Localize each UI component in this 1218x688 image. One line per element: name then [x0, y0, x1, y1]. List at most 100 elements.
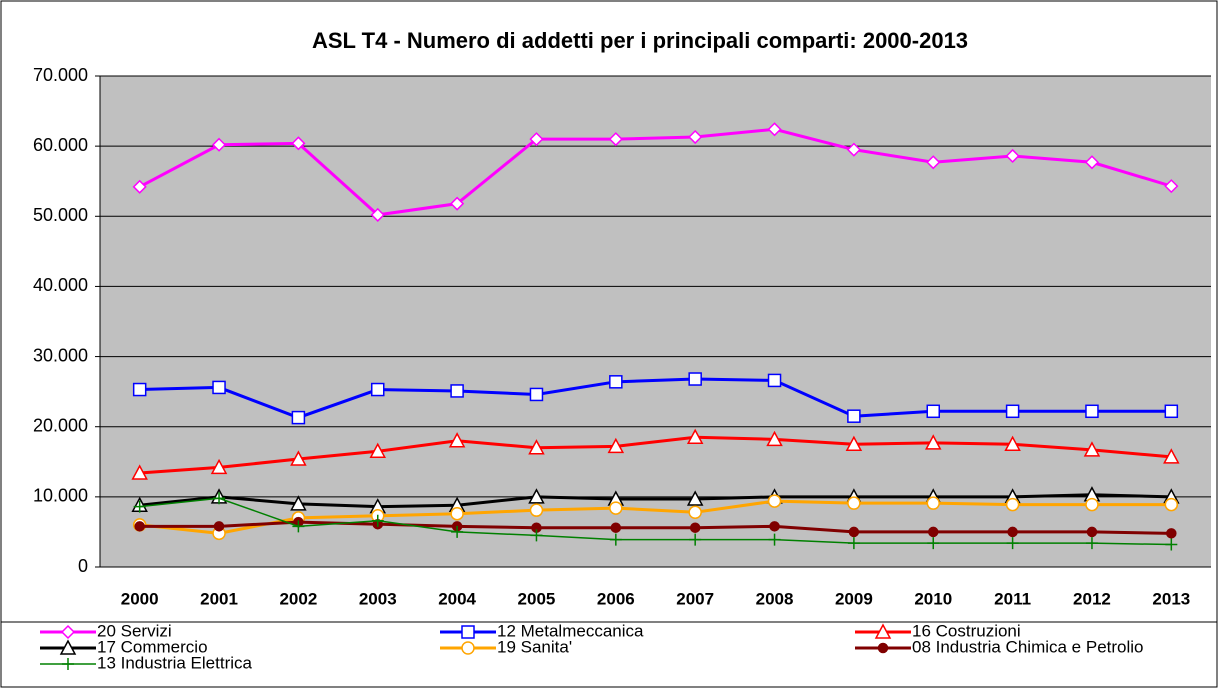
marker: [461, 641, 475, 655]
marker: [291, 136, 306, 151]
legend-label: 12 Metalmeccanica: [497, 621, 644, 640]
y-tick-label: 40.000: [33, 275, 88, 295]
marker: [689, 522, 701, 533]
marker: [1085, 497, 1099, 512]
marker: [291, 410, 306, 425]
marker: [767, 122, 782, 137]
marker: [927, 537, 940, 550]
marker: [767, 494, 782, 508]
marker: [290, 495, 307, 511]
series-line: [139, 520, 1172, 535]
marker: [1165, 538, 1178, 551]
marker: [213, 492, 226, 505]
marker: [134, 521, 145, 532]
marker: [610, 522, 622, 533]
y-tick-label: 0: [78, 556, 88, 576]
marker: [926, 155, 941, 170]
marker: [450, 196, 465, 211]
marker: [448, 432, 466, 448]
marker: [847, 537, 860, 550]
marker: [451, 525, 464, 538]
marker: [133, 500, 146, 513]
x-tick-label: 2007: [676, 589, 714, 608]
marker: [370, 207, 385, 222]
marker: [846, 142, 861, 157]
marker: [928, 526, 939, 538]
marker: [926, 404, 940, 419]
series-line: [139, 377, 1172, 420]
marker: [1164, 497, 1179, 512]
series-line: [139, 499, 1172, 535]
series-line: [139, 493, 1172, 509]
marker: [877, 642, 889, 654]
marker: [847, 496, 861, 510]
marker: [371, 514, 384, 527]
marker: [847, 409, 861, 423]
marker: [210, 458, 228, 475]
marker: [371, 382, 385, 397]
marker: [1006, 537, 1019, 550]
marker: [1086, 526, 1098, 538]
marker: [1005, 497, 1020, 512]
legend-label: 13 Industria Elettrica: [97, 653, 253, 672]
marker: [450, 506, 464, 521]
plot-area: [100, 76, 1211, 567]
marker: [290, 450, 307, 466]
marker: [1084, 155, 1100, 170]
marker: [1164, 179, 1179, 194]
marker: [686, 490, 704, 506]
marker: [609, 375, 623, 389]
marker: [369, 442, 387, 459]
marker: [609, 533, 622, 546]
x-tick-label: 2008: [756, 589, 794, 608]
marker: [1085, 537, 1098, 550]
x-tick-label: 2003: [359, 589, 397, 608]
x-tick-label: 2002: [279, 589, 317, 608]
marker: [292, 520, 305, 533]
x-tick-label: 2012: [1073, 589, 1111, 608]
x-tick-label: 2004: [438, 589, 476, 608]
x-tick-label: 2000: [121, 589, 159, 608]
x-tick-label: 2005: [518, 589, 556, 608]
y-tick-label: 50.000: [33, 205, 88, 225]
legend-label: 19 Sanita': [497, 637, 572, 656]
series-line: [139, 497, 1172, 546]
marker: [530, 529, 543, 542]
marker: [60, 624, 76, 640]
marker: [768, 533, 781, 546]
x-tick-label: 2011: [994, 589, 1031, 608]
marker: [848, 526, 860, 538]
marker: [688, 372, 702, 386]
marker: [131, 464, 148, 480]
legend-label: 08 Industria Chimica e Petrolio: [912, 637, 1144, 656]
y-tick-label: 20.000: [33, 415, 88, 435]
marker: [1166, 528, 1177, 539]
y-tick-label: 30.000: [33, 345, 88, 365]
marker: [450, 384, 464, 398]
marker: [1085, 404, 1099, 419]
x-tick-label: 2010: [914, 589, 952, 608]
y-tick-label: 60.000: [33, 135, 88, 155]
legend-label: 16 Costruzioni: [912, 621, 1021, 640]
series-line: [138, 127, 1172, 217]
marker: [212, 380, 226, 395]
marker: [529, 132, 544, 147]
series-line: [139, 435, 1172, 475]
marker: [59, 639, 77, 655]
marker: [874, 623, 892, 639]
marker: [1005, 148, 1020, 164]
marker: [609, 501, 623, 515]
x-tick-label: 2006: [597, 589, 635, 608]
marker: [607, 437, 625, 454]
marker: [845, 435, 863, 451]
marker: [926, 496, 940, 510]
marker: [528, 488, 545, 504]
x-tick-label: 2009: [835, 589, 873, 608]
marker: [1164, 404, 1179, 419]
marker: [132, 179, 147, 194]
marker: [1005, 404, 1020, 419]
marker: [211, 137, 227, 152]
marker: [1004, 435, 1021, 451]
marker: [213, 521, 225, 532]
